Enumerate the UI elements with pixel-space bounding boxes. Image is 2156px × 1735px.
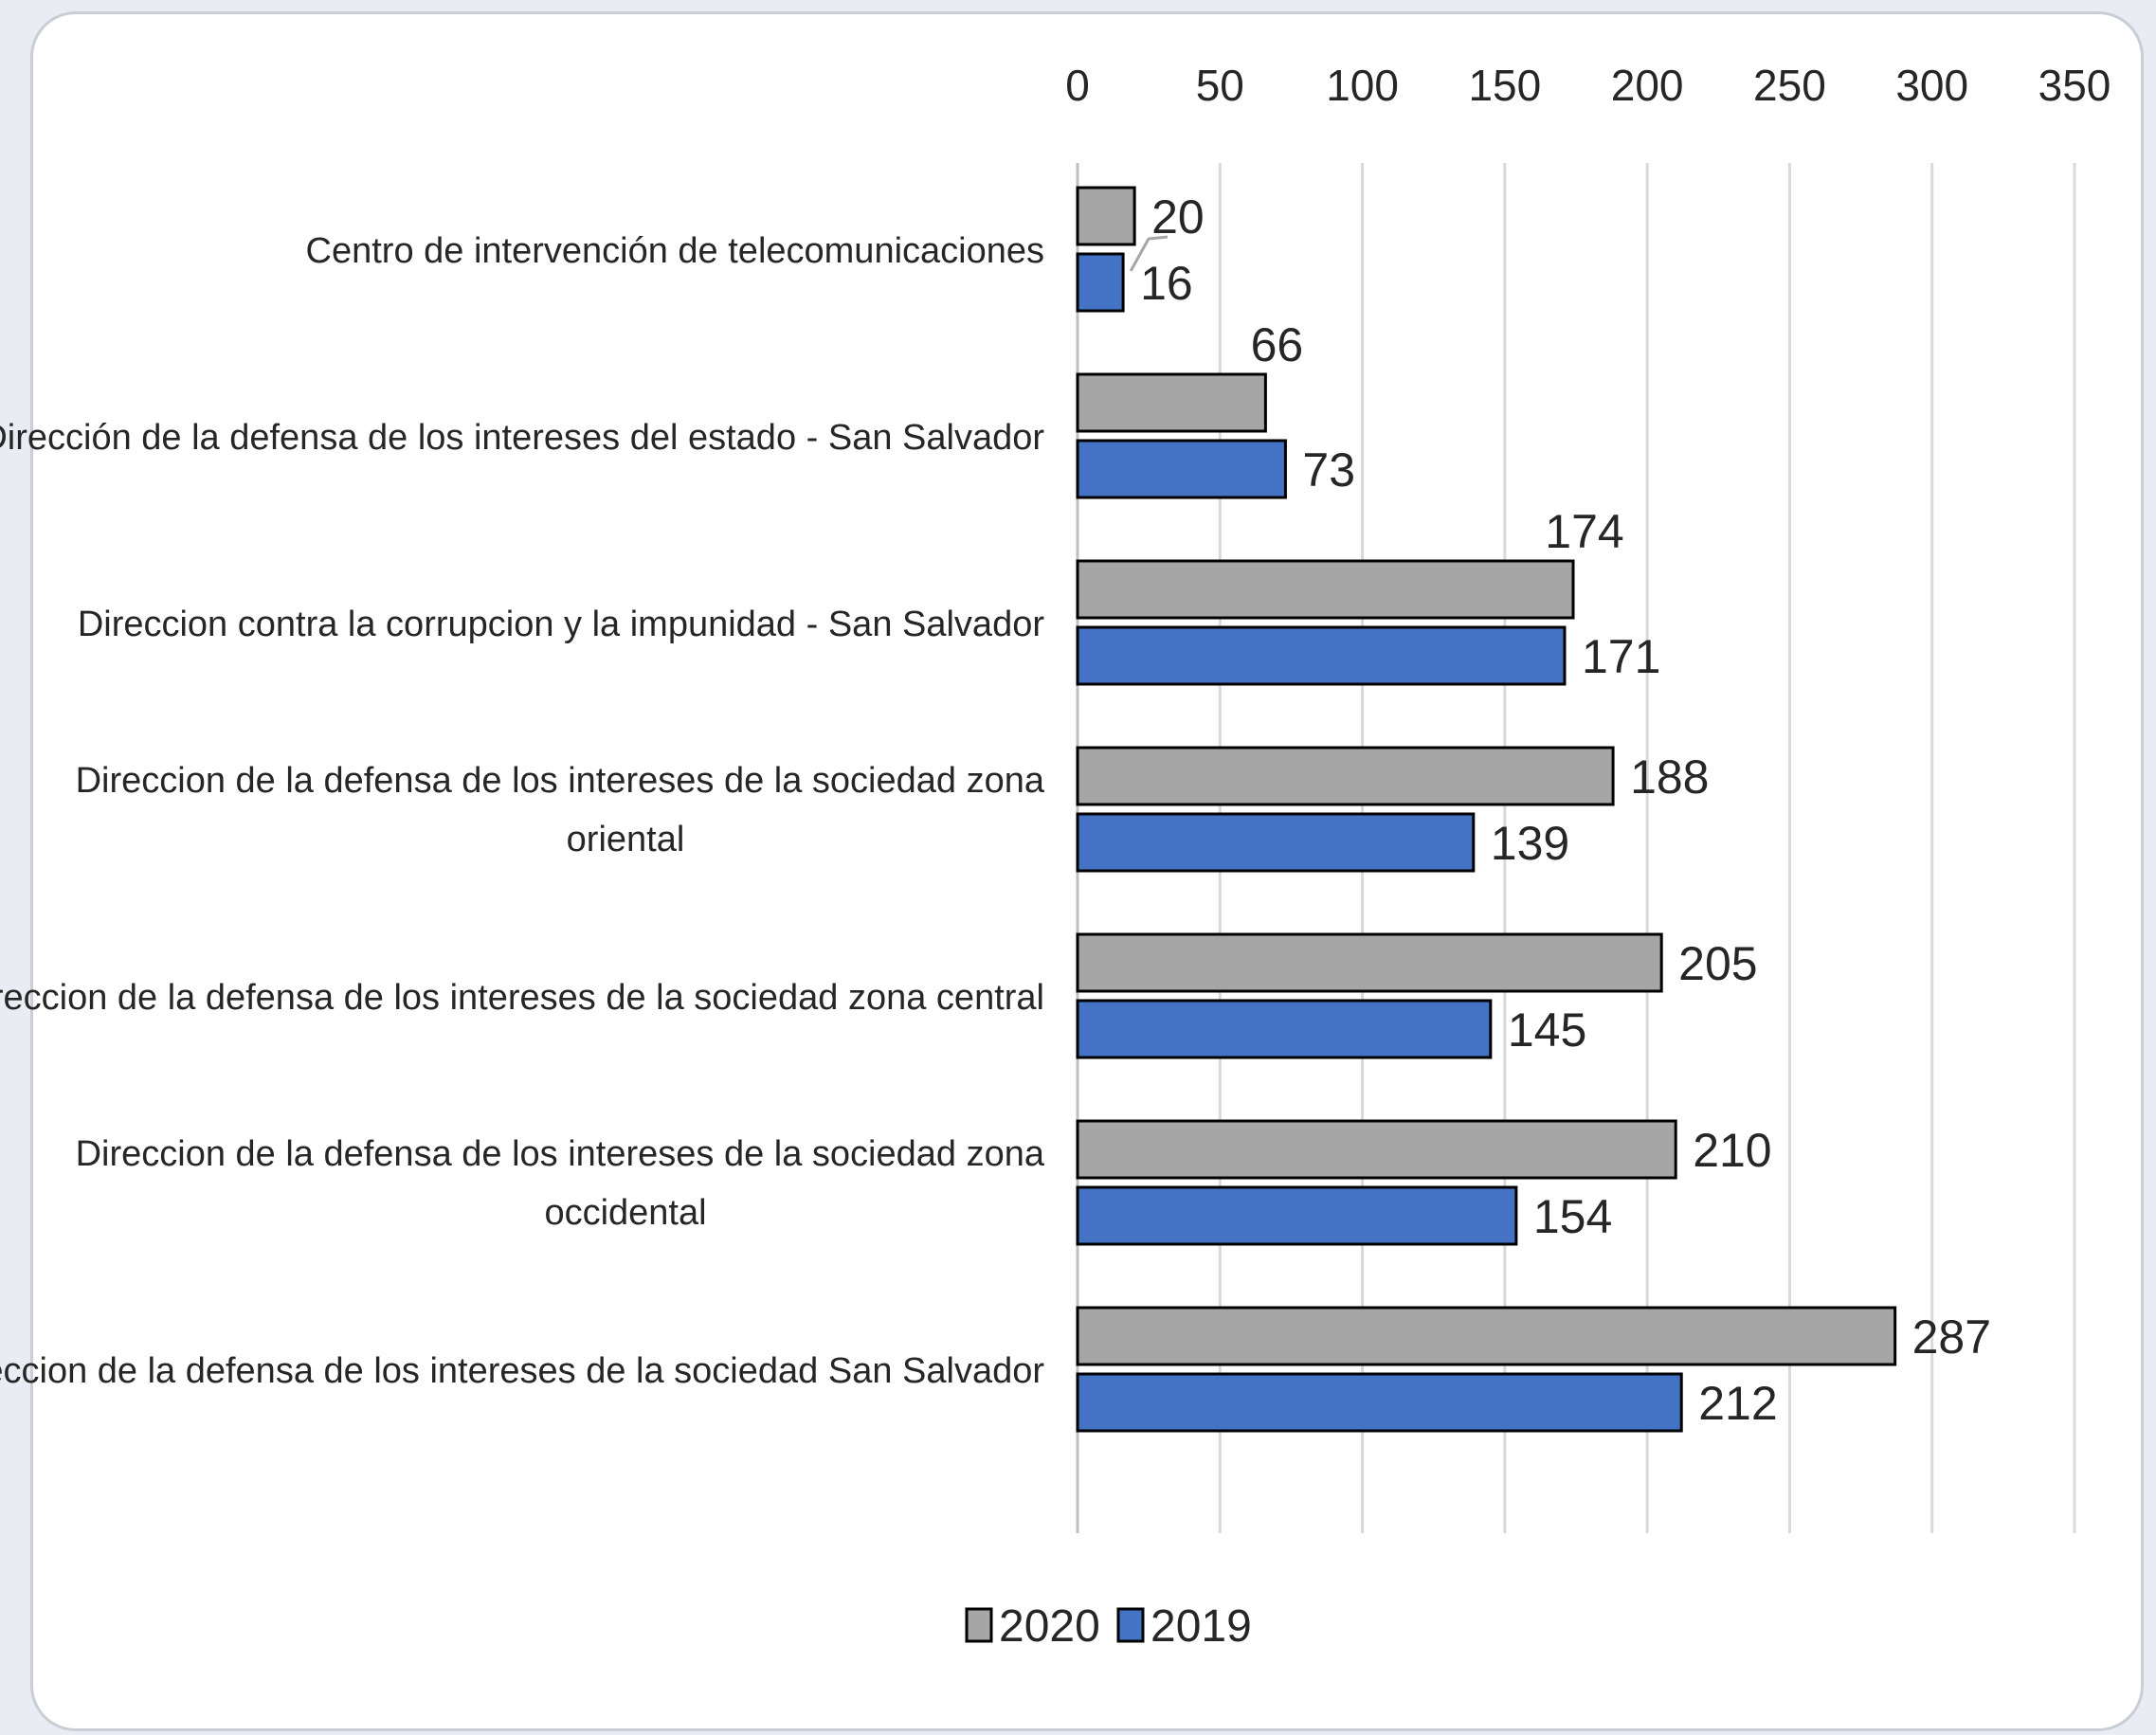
data-label-2019: 212 — [1698, 1377, 1777, 1430]
bar-2020 — [1076, 1119, 1677, 1180]
bar-2020 — [1076, 932, 1663, 993]
data-label-2020: 188 — [1630, 750, 1709, 804]
x-tick-label: 350 — [2038, 61, 2111, 110]
bar-2020 — [1076, 746, 1615, 806]
category-label: Direccion contra la corrupcion y la impu… — [78, 605, 1045, 644]
bar-2019 — [1076, 252, 1125, 313]
category-label: Direccion de la defensa de los intereses… — [76, 761, 1045, 859]
x-tick-label: 0 — [1065, 61, 1090, 110]
data-label-2020: 205 — [1678, 937, 1757, 990]
x-tick-label: 100 — [1326, 61, 1399, 110]
data-label-2020: 287 — [1912, 1310, 1991, 1364]
data-label-2019: 16 — [1140, 257, 1193, 310]
data-label-2020: 174 — [1545, 505, 1623, 558]
bar-2019 — [1076, 439, 1287, 499]
data-label-2019: 73 — [1302, 443, 1355, 497]
category-label: Direccion de la defensa de los intereses… — [76, 1134, 1045, 1233]
x-tick-label: 200 — [1611, 61, 1684, 110]
category-label: Direccion de la defensa de los intereses… — [0, 1351, 1044, 1391]
bar-2019 — [1076, 999, 1493, 1059]
category-label: Centro de intervención de telecomunicaci… — [306, 231, 1044, 271]
legend-swatch-2019 — [1116, 1607, 1145, 1643]
x-tick-label: 300 — [1895, 61, 1968, 110]
bar-2020 — [1076, 372, 1267, 433]
data-label-2020: 20 — [1151, 190, 1205, 244]
data-label-2019: 154 — [1533, 1190, 1612, 1243]
data-label-2020: 210 — [1693, 1124, 1771, 1177]
category-label: Direccion de la defensa de los intereses… — [0, 978, 1044, 1018]
data-label-2020: 66 — [1251, 318, 1304, 371]
x-tick-label: 250 — [1753, 61, 1826, 110]
data-label-2019: 145 — [1508, 1003, 1586, 1057]
bar-2019 — [1076, 1185, 1518, 1246]
category-label: Dirección de la defensa de los intereses… — [0, 418, 1044, 458]
bar-2019 — [1076, 1372, 1683, 1433]
legend-label-2020: 2020 — [999, 1601, 1100, 1652]
legend-label-2019: 2019 — [1150, 1601, 1252, 1652]
leader-line — [1129, 235, 1169, 272]
bar-2020 — [1076, 1306, 1897, 1366]
legend-swatch-2020 — [965, 1607, 993, 1643]
bar-2019 — [1076, 812, 1476, 873]
data-label-2019: 171 — [1582, 630, 1660, 683]
data-label-2019: 139 — [1491, 817, 1569, 870]
x-tick-label: 50 — [1196, 61, 1244, 110]
x-tick-label: 150 — [1468, 61, 1541, 110]
bar-2020 — [1076, 559, 1575, 620]
bar-2020 — [1076, 186, 1136, 246]
bar-2019 — [1076, 625, 1567, 686]
